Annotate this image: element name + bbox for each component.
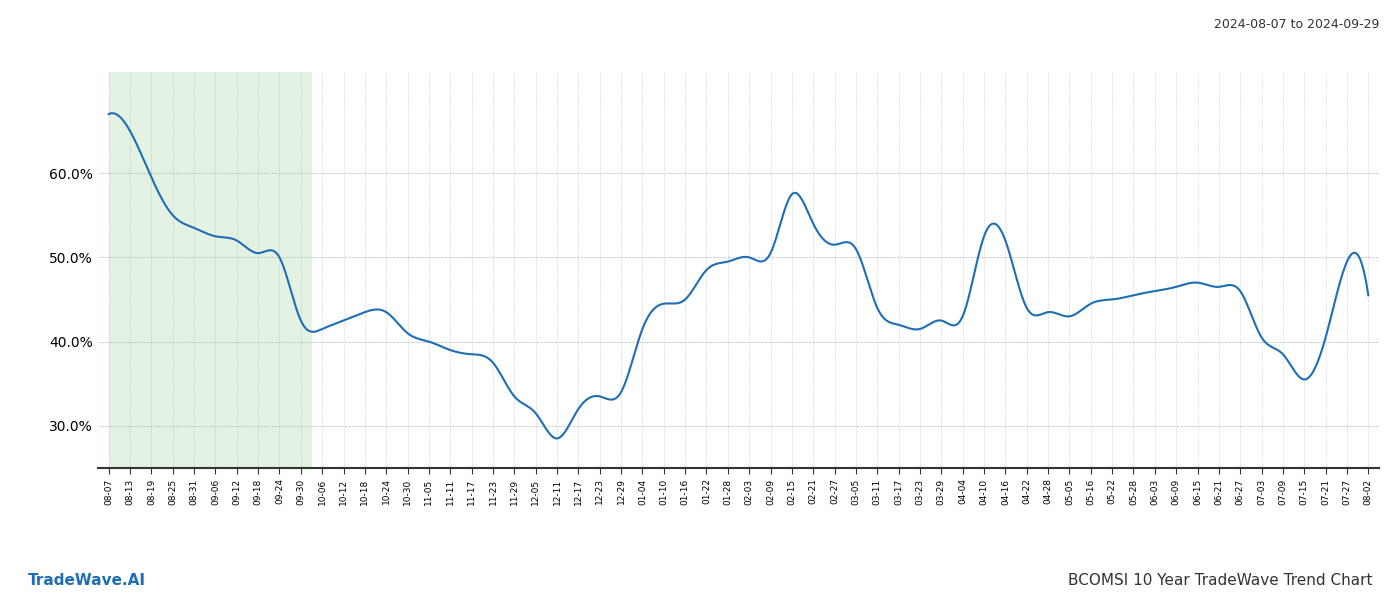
Text: 2024-08-07 to 2024-09-29: 2024-08-07 to 2024-09-29 [1214,18,1379,31]
Text: TradeWave.AI: TradeWave.AI [28,573,146,588]
Bar [109,72,312,468]
Text: BCOMSI 10 Year TradeWave Trend Chart: BCOMSI 10 Year TradeWave Trend Chart [1067,573,1372,588]
